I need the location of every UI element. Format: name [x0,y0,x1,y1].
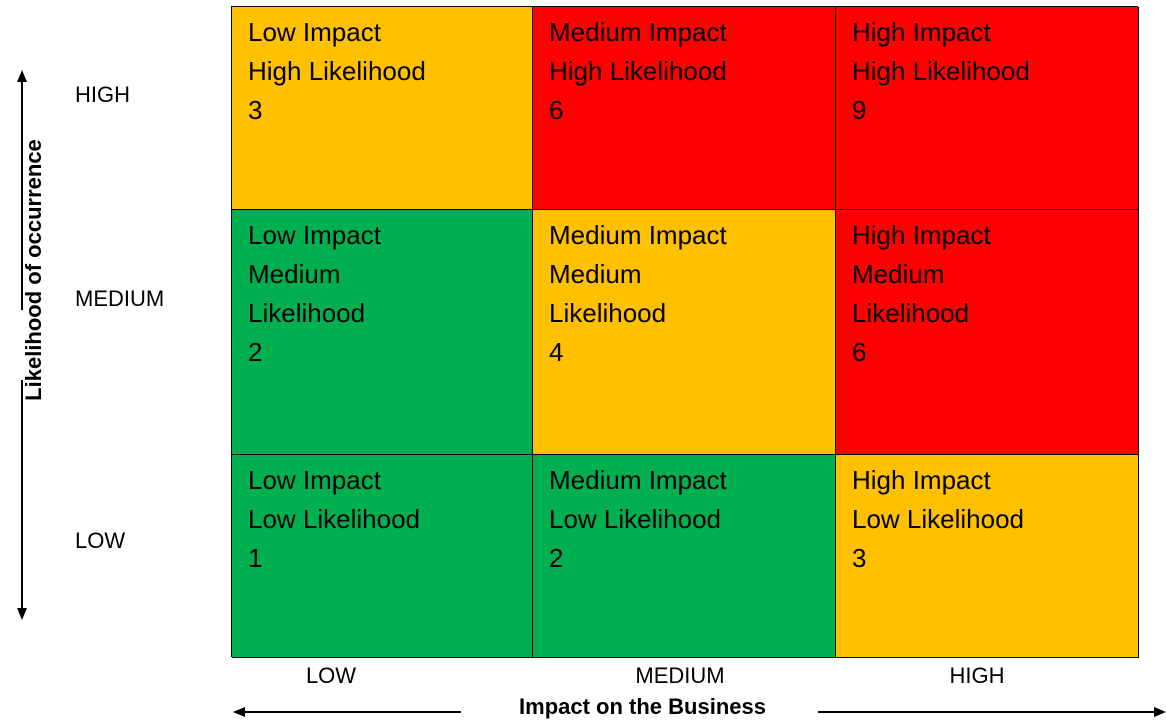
cell-high-impact-low-likelihood: High Impact Low Likelihood 3 [836,455,1139,658]
cell-low-impact-high-likelihood: Low Impact High Likelihood 3 [232,7,533,210]
cell-medium-impact-low-likelihood: Medium Impact Low Likelihood 2 [533,455,836,658]
row-label-medium: MEDIUM [75,286,165,311]
col-label-high: HIGH [949,663,1005,688]
cell-medium-impact-medium-likelihood: Medium Impact Medium Likelihood 4 [533,210,836,455]
risk-matrix: Low Impact High Likelihood 3 Medium Impa… [231,6,1139,658]
cell-high-impact-high-likelihood: High Impact High Likelihood 9 [836,7,1139,210]
x-axis-arrow [233,707,1166,717]
row-label-low: LOW [75,528,126,553]
cell-high-impact-medium-likelihood: High Impact Medium Likelihood 6 [836,210,1139,455]
cell-low-impact-low-likelihood: Low Impact Low Likelihood 1 [232,455,533,658]
col-label-medium: MEDIUM [635,663,725,688]
y-axis-title: Likelihood of occurrence [21,139,46,401]
cell-medium-impact-high-likelihood: Medium Impact High Likelihood 6 [533,7,836,210]
row-label-high: HIGH [75,82,130,107]
x-axis-title: Impact on the Business [519,694,766,719]
col-label-low: LOW [305,663,357,688]
y-axis-arrow [17,70,27,620]
cell-low-impact-medium-likelihood: Low Impact Medium Likelihood 2 [232,210,533,455]
